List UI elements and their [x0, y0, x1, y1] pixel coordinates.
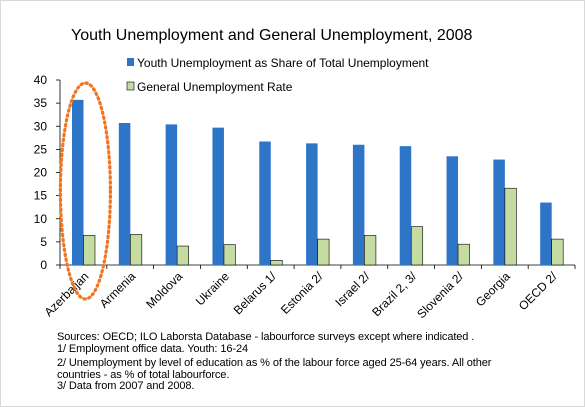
sources-note: Sources: OECD; ILO Laborsta Database - l… — [57, 331, 475, 343]
category-label: Ukraine — [193, 269, 232, 308]
category-label: Armenia — [97, 269, 139, 311]
footnote-1: 1/ Employment office data. Youth: 16-24 — [57, 342, 248, 355]
footnote-2-line-1: 2/ Unemployment by level of education as… — [57, 357, 492, 369]
category-label: Azerbaijan — [42, 269, 92, 319]
category-label: Israel 2/ — [332, 269, 373, 310]
bar-series-2 — [130, 234, 143, 266]
y-tick-label: 25 — [34, 142, 48, 156]
bar-series-1 — [165, 124, 178, 266]
y-tick-label: 10 — [34, 212, 48, 226]
bar-series-1 — [212, 127, 224, 265]
bar-series-1 — [493, 159, 505, 265]
bar-series-2 — [551, 238, 564, 266]
legend-swatch-1 — [127, 58, 134, 66]
legend: Youth Unemployment as Share of Total Une… — [126, 56, 429, 94]
footnote-2-line-2: countries - as % of total labourforce. — [57, 368, 230, 381]
axes: 0 5 10 15 20 25 30 35 40 — [34, 73, 576, 272]
bar-series-1 — [540, 202, 552, 265]
y-tick-label: 35 — [34, 96, 48, 110]
bar-series-1 — [352, 144, 365, 265]
bar-series-1 — [446, 156, 459, 265]
bar-series-2 — [83, 235, 96, 266]
category-label: OECD 2/ — [516, 269, 560, 313]
y-tick-label: 15 — [34, 189, 48, 203]
annotation-layer — [58, 81, 113, 301]
y-tick-label: 30 — [34, 119, 48, 133]
highlight-ellipse — [58, 81, 113, 301]
bar-series-1 — [399, 146, 412, 265]
category-label: Moldova — [143, 269, 185, 311]
bar-series-2 — [457, 243, 470, 266]
bars — [72, 99, 564, 266]
category-label: Belarus 1/ — [231, 269, 280, 318]
bar-series-2 — [176, 245, 189, 266]
bar-series-2 — [364, 235, 377, 266]
legend-label-2: General Unemployment Rate — [137, 80, 293, 94]
legend-label-1: Youth Unemployment as Share of Total Une… — [137, 56, 429, 70]
bar-series-1 — [259, 141, 271, 265]
y-tick-label: 20 — [34, 166, 48, 180]
chart: Youth Unemployment and General Unemploym… — [34, 27, 576, 321]
legend-swatch-2 — [126, 81, 135, 91]
bar-series-2 — [223, 244, 236, 266]
category-label: Slovenia 2/ — [414, 269, 466, 321]
category-label: Brazil 2, 3/ — [369, 269, 419, 319]
y-tick-label: 5 — [40, 235, 47, 249]
bar-series-2 — [410, 226, 424, 266]
bar-series-2 — [504, 187, 517, 266]
category-label: Estonia 2/ — [278, 269, 326, 317]
y-tick-label: 0 — [40, 258, 47, 272]
category-label: Georgia — [473, 269, 513, 309]
bar-series-1 — [118, 123, 131, 265]
bar-series-2 — [317, 238, 330, 266]
bar-series-1 — [72, 99, 84, 265]
bar-series-2 — [270, 260, 283, 266]
chart-title: Youth Unemployment and General Unemploym… — [71, 27, 473, 44]
notes: Sources: OECD; ILO Laborsta Database - l… — [57, 331, 577, 393]
bar-series-1 — [306, 143, 318, 265]
y-tick-label: 40 — [34, 73, 48, 87]
footnote-3: 3/ Data from 2007 and 2008. — [57, 380, 195, 392]
